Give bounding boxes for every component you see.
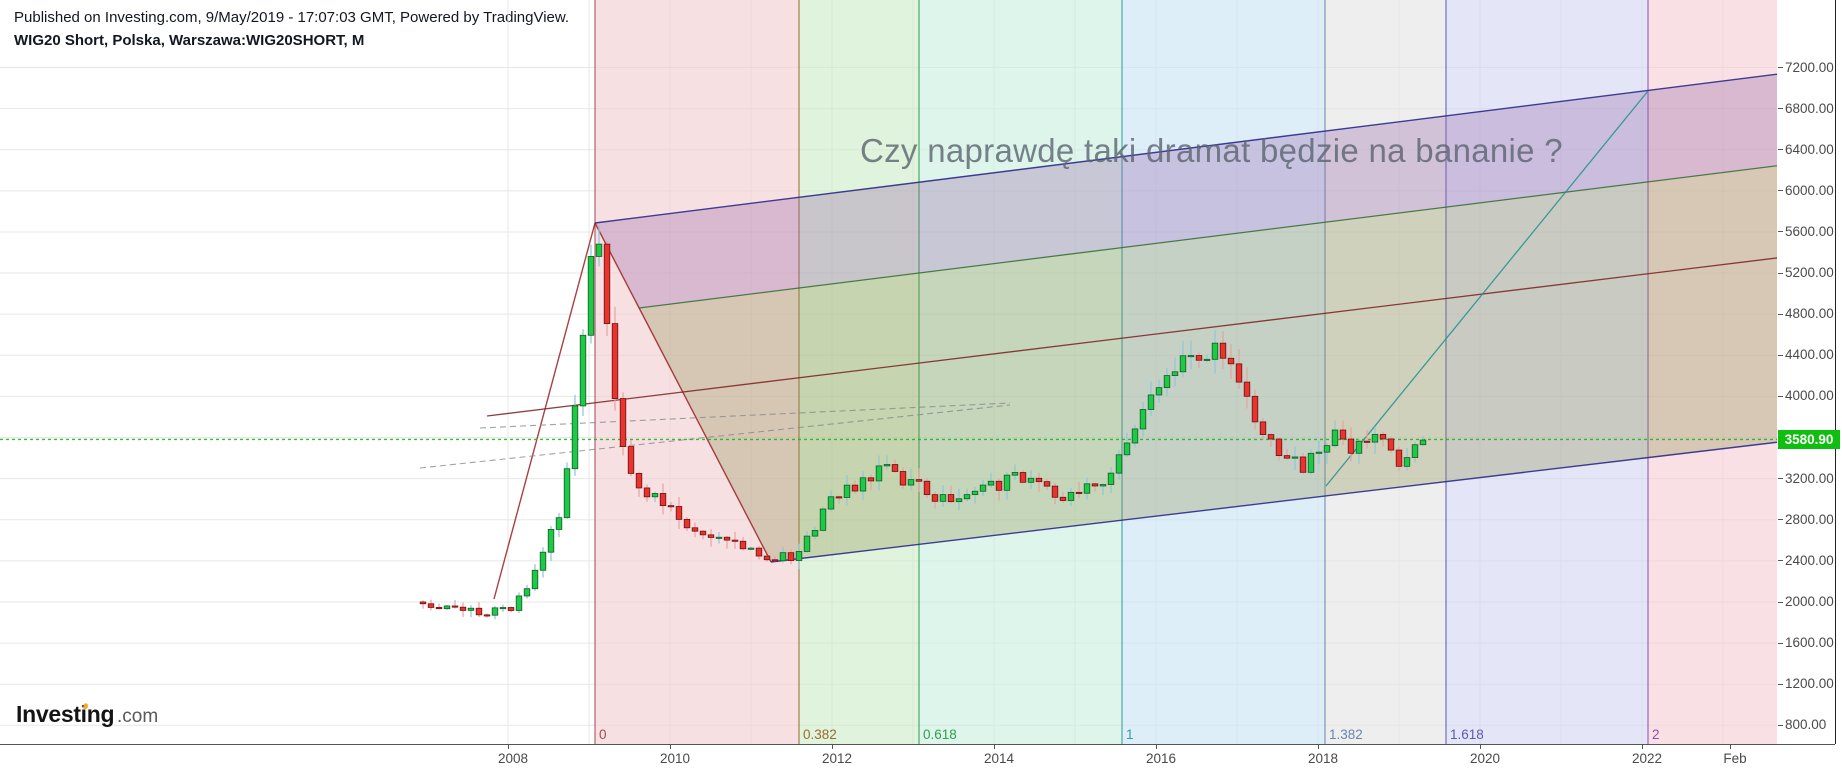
svg-text:.com: .com [117, 706, 158, 727]
svg-text:Investing: Investing [16, 701, 114, 727]
